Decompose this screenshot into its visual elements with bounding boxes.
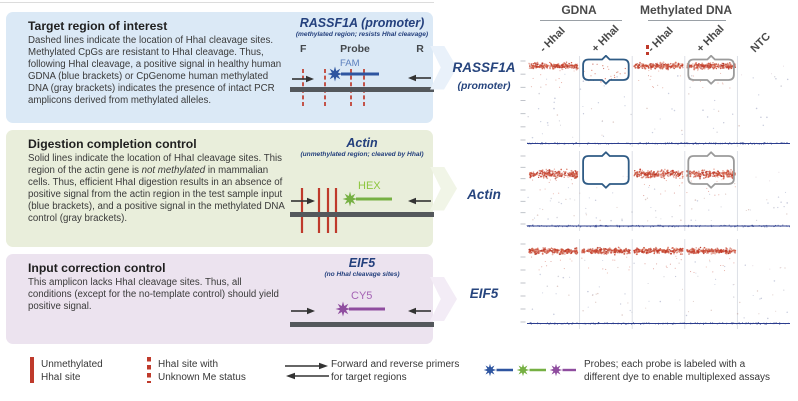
dna-strand-bar [290, 321, 434, 327]
legend-unmethylated-site: Unmethylated HhaI site [41, 359, 103, 383]
panel-digestion-body: Solid lines indicate the location of Hha… [28, 153, 285, 225]
gray-grouping-bracket [687, 151, 735, 189]
diagram-title: RASSF1A (promoter) [299, 16, 425, 30]
cy5-probe-icon [335, 301, 351, 317]
reverse-primer-arrow [408, 197, 431, 204]
hex-probe-icon [516, 363, 530, 377]
column-label-minus-hhal-gdna: - HhaI [537, 24, 568, 55]
panel-digestion-heading: Digestion completion control [28, 137, 197, 151]
column-label-plus-hhal-gdna: + HhaI [589, 22, 622, 56]
panel-target-region: Target region of interest Dashed lines i… [6, 12, 457, 123]
reverse-primer-arrow [408, 307, 431, 314]
fam-probe-icon [327, 66, 343, 82]
actin-assay-diagram: Actin (unmethylated region; cleaved by H… [287, 136, 437, 243]
cy5-dye-label: CY5 [351, 290, 372, 302]
blue-grouping-bracket [582, 55, 630, 85]
diagram-subtitle: (no HhaI cleavage sites) [324, 270, 400, 278]
gdna-underline [540, 20, 622, 21]
droplet-plot-actin [519, 150, 790, 232]
panel-input-heading: Input correction control [28, 261, 166, 275]
dashed-hhal-site-icon [646, 45, 649, 57]
probe-label: Probe [340, 43, 370, 55]
dna-strand-bar [290, 86, 434, 92]
reverse-primer-label: R [416, 43, 424, 55]
group-header-gdna: GDNA [561, 3, 597, 17]
group-header-methylated-dna: Methylated DNA [639, 3, 732, 17]
eif5-assay-diagram: EIF5 (no HhaI cleavage sites) CY5 [287, 256, 437, 337]
column-label-ntc: NTC [748, 30, 773, 55]
probe-dyes-icon [483, 363, 576, 377]
eif5-schematic: CY5 [290, 290, 434, 327]
panel-target-body: Dashed lines indicate the location of Hh… [28, 35, 282, 107]
forward-primer-arrow [291, 307, 315, 314]
panel-input-body: This amplicon lacks HhaI cleavage sites.… [28, 277, 279, 313]
primer-arrows-icon [285, 362, 329, 380]
dna-strand-bar [290, 211, 434, 217]
solid-hhal-site-icon [30, 357, 34, 383]
diagram-subtitle: (unmethylated region; cleaved by HhaI) [300, 150, 424, 158]
panel-digestion-text: Digestion completion control Solid lines… [28, 137, 286, 225]
dashed-hhal-site-icon [147, 357, 151, 383]
reverse-primer-arrow [408, 74, 431, 81]
methylated-dna-underline [648, 20, 726, 21]
droplet-plot-rassf1a [519, 55, 790, 148]
row-label-actin: Actin [467, 187, 501, 202]
cy5-probe-icon [549, 363, 563, 377]
forward-primer-arrow [291, 197, 315, 204]
forward-primer-arrow [292, 75, 314, 82]
column-label-minus-hhal-meth: - HhaI [645, 24, 676, 55]
rassf1a-assay-diagram: RASSF1A (promoter) (methylated region; r… [287, 16, 437, 121]
row-label-eif5: EIF5 [469, 286, 499, 301]
column-label-plus-hhal-meth: + HhaI [694, 22, 727, 56]
panel-digestion-control: Digestion completion control Solid lines… [6, 130, 457, 247]
fam-probe-icon [483, 363, 497, 377]
panel-target-text: Target region of interest Dashed lines i… [28, 19, 286, 107]
diagram-title: EIF5 [348, 256, 376, 270]
row-label-rassf1a: RASSF1A (promoter) [452, 60, 516, 92]
legend-probes: Probes; each probe is labeled with a diff… [584, 359, 771, 383]
diagram-title: Actin [346, 136, 378, 150]
panel-input-control: Input correction control This amplicon l… [6, 254, 457, 344]
solid-hhal-cleavage-sites [300, 187, 338, 233]
droplet-plot-eif5 [519, 238, 790, 330]
panel-input-text: Input correction control This amplicon l… [28, 261, 286, 313]
fam-dye-label: FAM [340, 58, 360, 69]
panel-target-heading: Target region of interest [28, 19, 168, 33]
hex-probe-icon [342, 191, 358, 207]
legend-primers: Forward and reverse primers for target re… [331, 359, 460, 383]
hex-dye-label: HEX [358, 180, 381, 192]
legend-unknown-me-site: HhaI site with Unknown Me status [158, 359, 246, 383]
blue-grouping-bracket [582, 151, 630, 189]
forward-primer-label: F [300, 43, 307, 55]
rassf1a-schematic: F Probe R FAM [290, 43, 434, 108]
gray-grouping-bracket [687, 55, 735, 85]
diagram-subtitle: (methylated region; resists HhaI cleavag… [295, 30, 429, 38]
actin-schematic: HEX [290, 180, 434, 233]
top-divider [0, 2, 434, 3]
